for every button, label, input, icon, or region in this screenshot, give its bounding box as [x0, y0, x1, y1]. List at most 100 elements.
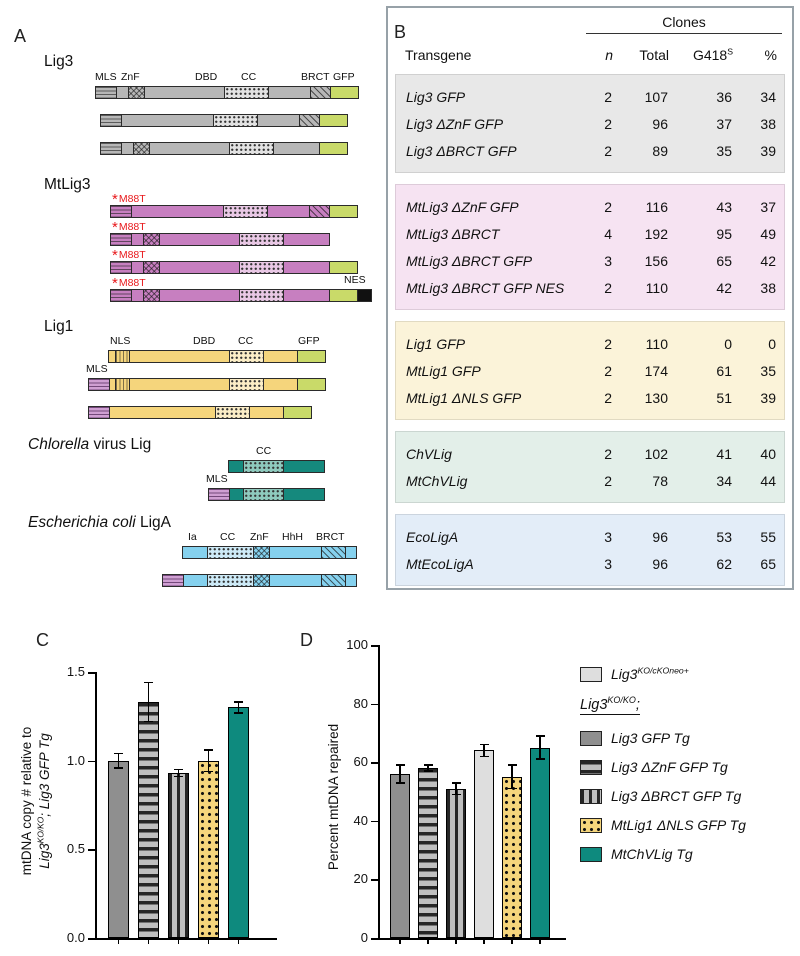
cell-total: 107 [644, 88, 668, 105]
cell-n: 2 [604, 198, 612, 215]
cell-g: 41 [716, 445, 732, 462]
x-tick [147, 940, 150, 944]
domain-label: CC [220, 531, 236, 543]
domain-dots [243, 461, 283, 472]
y-tick-label: 1.5 [66, 664, 85, 679]
error-bar-cap [507, 787, 517, 790]
domain-solid [345, 547, 356, 558]
domain-solid [345, 575, 356, 586]
cell-n: 3 [604, 252, 612, 269]
domain-dots [207, 575, 253, 586]
error-bar-line [539, 735, 541, 760]
domain-solid [273, 143, 319, 154]
cell-total: 96 [652, 115, 668, 132]
domain-solid [129, 379, 229, 390]
legend-item: Lig3 ΔBRCT GFP Tg [580, 788, 798, 804]
cell-p: 38 [760, 115, 776, 132]
domain-solid [109, 379, 115, 390]
error-bar-line [117, 753, 120, 768]
cell-p: 37 [760, 198, 776, 215]
cell-n: 2 [604, 335, 612, 352]
domain-dots [243, 489, 283, 500]
domain-dots [239, 262, 283, 273]
domain-dots [229, 379, 263, 390]
x-tick [539, 940, 541, 944]
cell-p: 39 [760, 142, 776, 159]
domain-hatch [310, 87, 330, 98]
cell-p: 55 [760, 528, 776, 545]
cell-name: Lig3 ΔBRCT GFP [406, 142, 517, 159]
legend-swatch-dots [580, 817, 602, 833]
error-bar-cap [234, 711, 243, 714]
y-tick [371, 703, 378, 706]
domain-solid [159, 234, 239, 245]
domain-label: DBD [193, 335, 216, 347]
cell-name: EcoLigA [406, 528, 459, 545]
error-bar-cap [479, 743, 489, 746]
domain-mls [163, 575, 183, 586]
domain-label: MLS [206, 473, 228, 485]
cell-p: 38 [760, 279, 776, 296]
domain-stripe [101, 143, 121, 154]
error-bar-line [207, 750, 210, 772]
construct-group-heading: Lig1 [44, 318, 74, 335]
legend-item-label: Lig3KO/cKOneo+ [611, 665, 689, 682]
error-bar-cap [114, 752, 123, 755]
cell-name: ChVLig [406, 445, 452, 462]
construct-bar [182, 546, 357, 559]
table-row: EcoLigA 3 96 53 55 [396, 523, 784, 550]
table-row: Lig3 ΔZnF GFP 2 96 37 38 [396, 110, 784, 137]
panel-a-label: A [14, 26, 27, 46]
legend-item-label: MtLig1 ΔNLS GFP Tg [611, 817, 746, 833]
table-row: MtLig1 GFP 2 174 61 35 [396, 357, 784, 384]
domain-stripe [111, 262, 131, 273]
cell-p: 40 [760, 445, 776, 462]
error-bar-cap [507, 764, 517, 766]
x-tick [511, 940, 513, 944]
cell-g: 61 [716, 362, 732, 379]
domain-solid [269, 575, 321, 586]
domain-solid [283, 290, 329, 301]
domain-solid [149, 143, 229, 154]
domain-solid [268, 87, 310, 98]
domain-gfp [283, 407, 311, 418]
domain-solid [229, 489, 243, 500]
table-row: Lig1 GFP 2 110 0 0 [396, 330, 784, 357]
col-total: Total [639, 47, 669, 63]
domain-solid [129, 351, 229, 362]
domain-label: GFP [298, 335, 320, 347]
table-row: Lig3 GFP 2 107 36 34 [396, 83, 784, 110]
legend-swatch-gray [580, 730, 602, 746]
col-transgene: Transgene [405, 47, 472, 63]
construct-group-heading: Escherichia coli LigA [28, 514, 172, 531]
clones-header: Clones [586, 14, 782, 34]
domain-solid [229, 461, 243, 472]
domain-vstripe [115, 379, 129, 390]
legend-item-label: MtChVLig Tg [611, 846, 693, 862]
col-n: n [605, 47, 613, 63]
clone-table-body: Lig3 GFP 2 107 36 34 Lig3 ΔZnF GFP 2 96 37 38 Lig3… [395, 74, 785, 597]
cell-g: 51 [716, 389, 732, 406]
legend-item: MtLig1 ΔNLS GFP Tg [580, 817, 798, 833]
cell-total: 116 [645, 198, 668, 215]
domain-solid [131, 262, 143, 273]
construct-group-heading: Lig3 [44, 53, 74, 70]
domain-solid [267, 206, 309, 217]
y-tick [371, 820, 378, 823]
error-bar-cap [174, 768, 183, 771]
domain-vstripe [115, 351, 129, 362]
legend-swatch-teal [580, 846, 602, 862]
y-tick-label: 80 [353, 695, 368, 711]
domain-hatch [321, 575, 345, 586]
cell-n: 2 [604, 88, 612, 105]
error-bar-cap [535, 758, 545, 761]
error-bar-line [237, 702, 240, 713]
construct-bar [110, 233, 330, 246]
domain-solid [257, 115, 299, 126]
y-axis [95, 672, 97, 940]
panel-d-y-axis-label: Percent mtDNA repaired [326, 723, 341, 871]
cell-total: 130 [644, 389, 668, 406]
cell-g: 62 [716, 555, 732, 572]
x-tick [427, 940, 429, 944]
